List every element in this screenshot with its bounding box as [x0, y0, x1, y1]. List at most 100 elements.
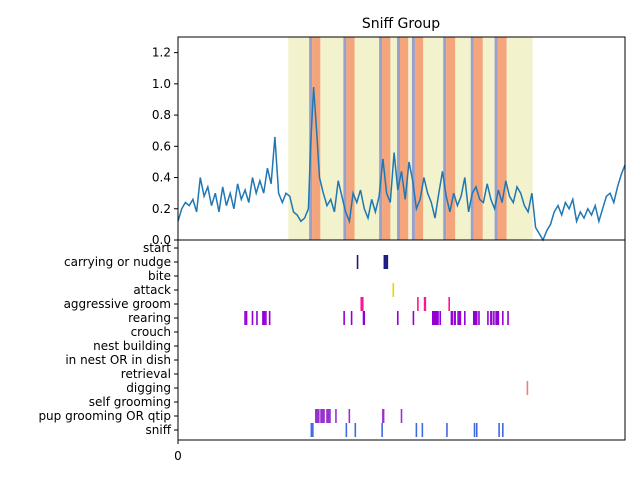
event-rearing-0 [244, 311, 246, 325]
event-aggressive-groom-3 [417, 297, 419, 311]
event-pup-grooming-OR-qtip-15 [335, 409, 337, 423]
event-rearing-6 [263, 311, 266, 325]
row-label-3: attack [133, 283, 171, 297]
event-carrying-or-nudge-3 [386, 255, 389, 269]
event-rearing-10 [350, 311, 353, 325]
event-rearing-27 [454, 311, 456, 325]
event-rearing-8 [268, 311, 271, 325]
span-orange-8 [400, 37, 409, 240]
event-rearing-41 [493, 311, 495, 325]
event-rearing-22 [437, 311, 439, 325]
behavior-spans [288, 37, 533, 240]
span-blue-7 [397, 37, 401, 240]
row-label-13: sniff [146, 423, 172, 437]
span-blue-3 [343, 37, 347, 240]
event-aggressive-groom-2 [361, 297, 364, 311]
event-rearing-14 [412, 311, 415, 325]
x-tick-label-0: 0 [174, 449, 182, 463]
event-rearing-12 [363, 311, 366, 325]
behavior-events [244, 255, 529, 437]
event-pup-grooming-OR-qtip-9 [323, 409, 325, 423]
span-blue-11 [443, 37, 447, 240]
event-rearing-3 [256, 311, 258, 325]
event-sniff-6 [421, 423, 424, 437]
row-label-4: aggressive groom [64, 297, 171, 311]
span-outer-0 [288, 37, 533, 240]
event-rearing-28 [457, 311, 459, 325]
row-label-6: crouch [131, 325, 171, 339]
event-rearing-1 [245, 311, 248, 325]
span-orange-6 [382, 37, 391, 240]
x-axis-ticks: 0 [174, 440, 182, 463]
event-sniff-5 [415, 423, 418, 437]
row-label-0: start [143, 241, 171, 255]
bottom-axes-frame [177, 239, 626, 441]
span-blue-5 [379, 37, 383, 240]
span-orange-14 [473, 37, 483, 240]
event-pup-grooming-OR-qtip-18 [382, 409, 385, 423]
event-rearing-47 [507, 311, 509, 325]
event-pup-grooming-OR-qtip-19 [400, 409, 403, 423]
y-tick-label-2: 0.4 [152, 171, 171, 185]
y-tick-label-3: 0.6 [152, 139, 171, 153]
y-tick-label-0: 0.0 [152, 233, 171, 247]
row-label-11: self grooming [89, 395, 171, 409]
event-rearing-37 [478, 311, 480, 325]
y-tick-label-1: 0.2 [152, 202, 171, 216]
y-axis-ticks: 0.0 0.2 0.4 0.6 0.8 1.0 1.2 [152, 46, 178, 247]
row-label-10: digging [126, 381, 171, 395]
event-rearing-13 [396, 311, 399, 325]
event-sniff-9 [475, 423, 478, 437]
y-tick-label-5: 1.0 [152, 77, 171, 91]
event-sniff-4 [381, 423, 383, 437]
row-label-8: in nest OR in dish [65, 353, 171, 367]
event-rearing-2 [251, 311, 254, 325]
event-rearing-25 [451, 311, 453, 325]
span-blue-15 [494, 37, 498, 240]
event-carrying-or-nudge-0 [356, 255, 359, 269]
event-sniff-10 [498, 423, 500, 437]
event-aggressive-groom-6 [448, 297, 450, 311]
signal-panel: 0.0 0.2 0.4 0.6 0.8 1.0 1.2 [152, 36, 626, 247]
row-label-2: bite [148, 269, 171, 283]
span-orange-10 [414, 37, 424, 240]
span-blue-13 [470, 37, 474, 240]
chart-title: Sniff Group [362, 16, 440, 32]
y-tick-label-4: 0.8 [152, 108, 171, 122]
event-digging-0 [526, 381, 529, 395]
row-label-1: carrying or nudge [64, 255, 171, 269]
event-sniff-1 [312, 423, 314, 437]
signal-line [177, 86, 626, 242]
event-rearing-23 [439, 311, 442, 325]
event-rearing-46 [502, 311, 504, 325]
event-pup-grooming-OR-qtip-4 [318, 409, 320, 423]
span-orange-2 [312, 37, 321, 240]
event-rearing-9 [343, 311, 345, 325]
event-attack-0 [392, 283, 395, 297]
span-orange-12 [446, 37, 456, 240]
event-rearing-40 [490, 311, 493, 325]
event-aggressive-groom-5 [424, 297, 427, 311]
row-label-5: rearing [128, 311, 171, 325]
span-orange-4 [346, 37, 355, 240]
event-sniff-11 [502, 423, 504, 437]
event-rearing-31 [464, 311, 466, 325]
event-rearing-30 [459, 311, 462, 325]
row-label-9: retrieval [121, 367, 171, 381]
y-tick-label-6: 1.2 [152, 46, 171, 60]
event-rearing-38 [487, 311, 489, 325]
event-carrying-or-nudge-1 [383, 255, 386, 269]
event-sniff-7 [446, 423, 448, 437]
row-label-12: pup grooming OR qtip [38, 409, 171, 423]
event-sniff-3 [354, 423, 357, 437]
event-rearing-45 [497, 311, 500, 325]
event-rearing-36 [475, 311, 478, 325]
event-pup-grooming-OR-qtip-14 [329, 409, 331, 423]
span-orange-16 [497, 37, 507, 240]
span-blue-9 [411, 37, 415, 240]
event-sniff-0 [310, 423, 313, 437]
event-sniff-8 [473, 423, 476, 437]
